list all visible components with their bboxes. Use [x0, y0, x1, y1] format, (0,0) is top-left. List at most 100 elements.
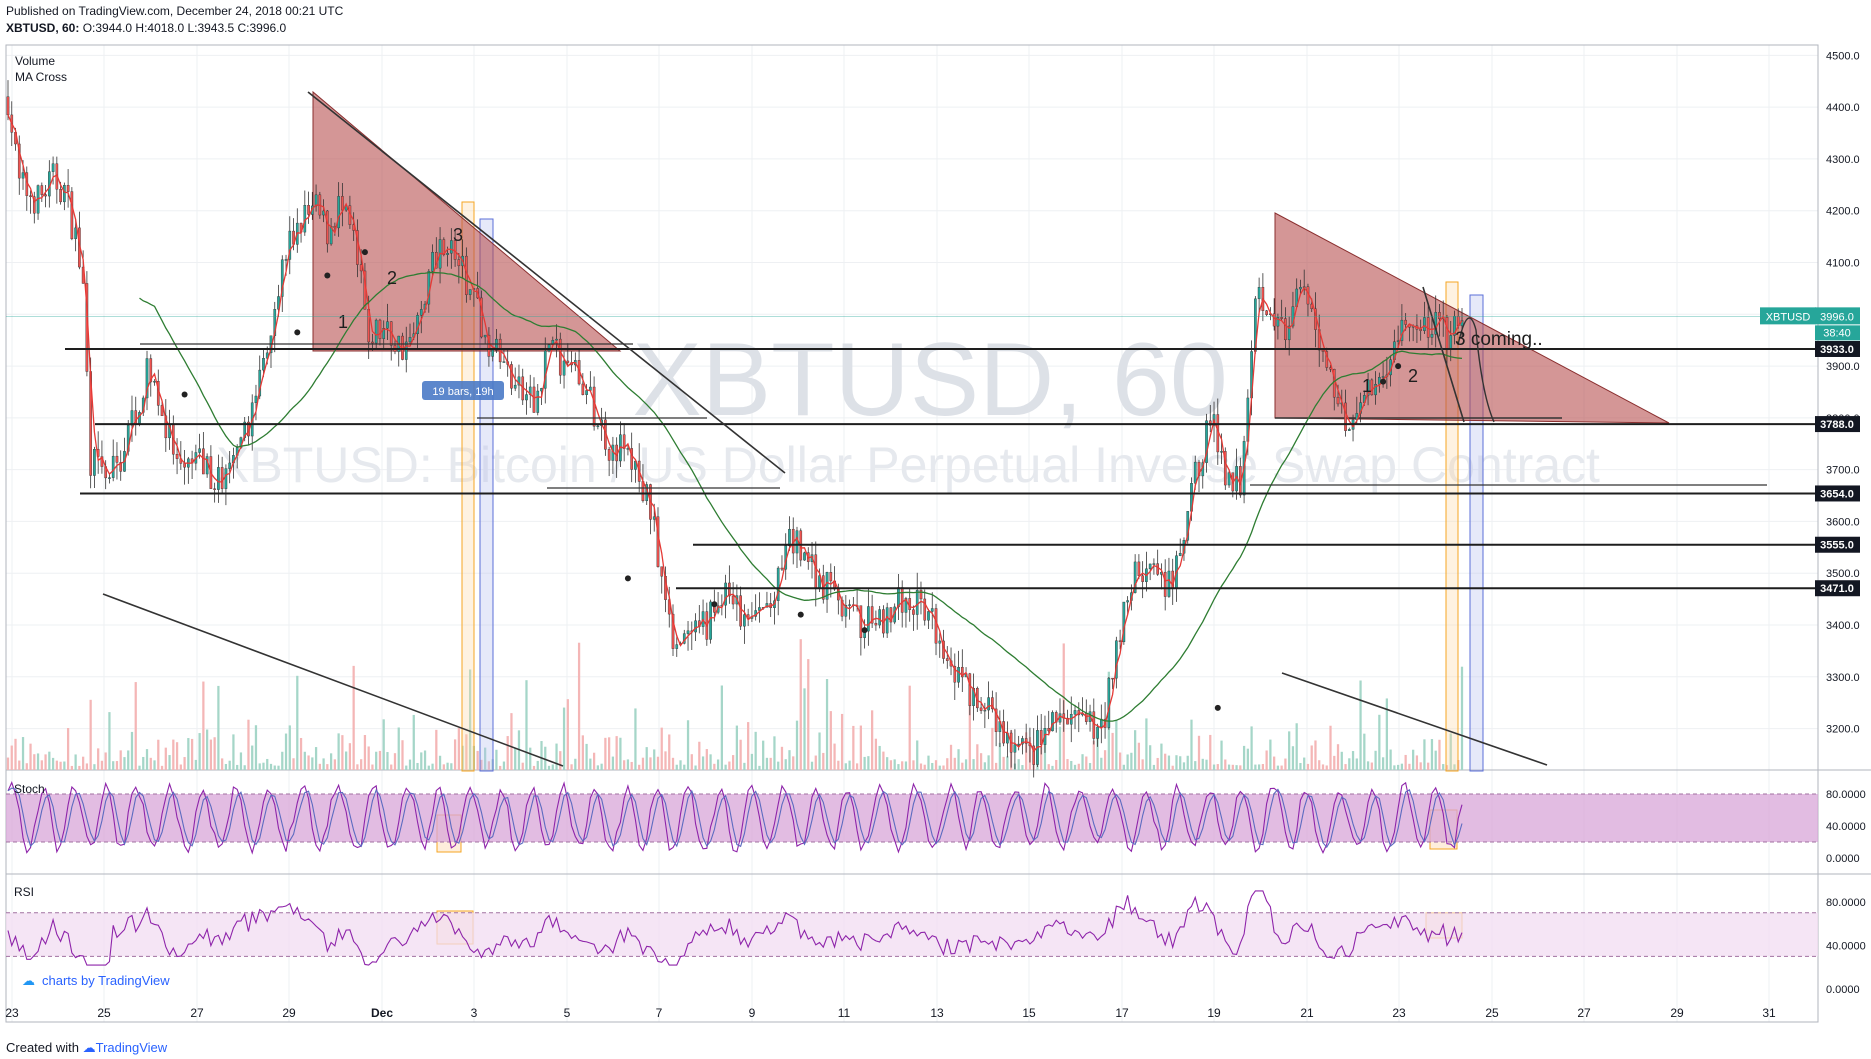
candle-body — [468, 289, 472, 295]
volume-bar — [1385, 698, 1388, 770]
tv-badge[interactable]: ☁ charts by TradingView — [22, 973, 170, 989]
candle-body — [1284, 318, 1287, 341]
volume-bar — [284, 733, 288, 770]
volume-bar — [378, 750, 382, 770]
volume-bar — [623, 760, 626, 770]
volume-bar — [1175, 755, 1178, 770]
volume-bar — [630, 761, 633, 770]
candle-body — [728, 582, 731, 597]
volume-bar — [931, 762, 934, 770]
candle-body — [483, 334, 487, 338]
volume-bar — [1359, 680, 1362, 770]
time-tick: 5 — [564, 1006, 571, 1020]
volume-bar — [1070, 760, 1073, 770]
volume-bar — [1156, 757, 1159, 770]
volume-bar — [1006, 756, 1009, 770]
candle-body — [130, 410, 134, 426]
volume-bar — [544, 746, 547, 770]
volume-bar — [604, 737, 607, 770]
volume-bar — [1374, 750, 1377, 770]
volume-bar — [499, 765, 502, 770]
candle-body — [885, 607, 889, 634]
volume-bar — [296, 675, 299, 770]
candle-body — [934, 608, 938, 644]
candle-body — [66, 185, 70, 192]
volume-bar — [762, 740, 765, 770]
ma-cross-dot — [711, 601, 718, 608]
volume-bar — [423, 750, 427, 770]
volume-bar — [998, 742, 1002, 770]
candle-body — [795, 530, 799, 554]
volume-bar — [713, 763, 716, 770]
candle-body — [1084, 713, 1088, 722]
candle-body — [1167, 570, 1171, 597]
candle-body — [254, 395, 258, 404]
price-tick: 3500.0 — [1826, 568, 1860, 580]
candle-body — [1156, 563, 1160, 575]
volume-bar — [840, 713, 844, 770]
volume-bar — [1314, 740, 1317, 770]
volume-bar — [1318, 760, 1321, 770]
volume-bar — [1257, 764, 1261, 770]
volume-bar — [889, 760, 893, 770]
volume-bar — [754, 731, 757, 770]
tradingview-logo-icon[interactable]: ☁ — [82, 1040, 96, 1055]
volume-bar — [1423, 739, 1426, 770]
indicator-ma-label: MA Cross — [15, 70, 67, 84]
footer: Created with ☁TradingView — [6, 1040, 167, 1056]
volume-bar — [1449, 733, 1452, 770]
volume-bar — [1164, 753, 1167, 770]
level-tag-text: 3471.0 — [1820, 583, 1854, 595]
volume-bar — [686, 720, 690, 770]
volume-bar — [555, 743, 558, 770]
volume-bar — [769, 757, 772, 770]
candle-body — [1163, 571, 1167, 597]
candle-body — [280, 259, 284, 297]
volume-bar — [1122, 764, 1125, 770]
level-tag-text: 3788.0 — [1820, 419, 1854, 431]
ma-cross-dot — [624, 575, 631, 582]
volume-bar — [859, 725, 862, 770]
candle-body — [788, 528, 791, 546]
volume-bar — [138, 765, 141, 770]
volume-bar — [100, 760, 104, 770]
volume-bar — [1212, 764, 1216, 770]
volume-bar — [1397, 764, 1400, 770]
trendline — [102, 593, 564, 767]
candle-body — [1321, 349, 1325, 352]
volume-bar — [427, 765, 430, 770]
candle-body — [1051, 712, 1054, 732]
price-tag — [1815, 307, 1860, 325]
volume-bar — [848, 760, 851, 770]
candle-body — [510, 364, 513, 389]
candle-body — [1096, 726, 1099, 739]
candle-body — [566, 360, 570, 363]
volume-bar — [1276, 765, 1280, 770]
volume-bar — [25, 763, 28, 770]
volume-bar — [799, 639, 802, 770]
candle-body — [1423, 317, 1426, 331]
volume-bar — [70, 765, 73, 770]
candle-body — [446, 252, 449, 255]
volume-bar — [1160, 743, 1163, 770]
volume-bar — [10, 745, 13, 770]
volume-bar — [36, 753, 40, 770]
volume-bar — [780, 746, 784, 770]
volume-bar — [266, 758, 269, 770]
candle-body — [217, 467, 220, 490]
volume-bar — [837, 760, 840, 770]
volume-bar — [679, 760, 682, 770]
symbol-tag-text: XBTUSD — [1766, 311, 1811, 323]
volume-bar — [1261, 764, 1265, 770]
candle-body — [765, 603, 769, 608]
time-tick: 27 — [190, 1006, 204, 1020]
volume-bar — [82, 756, 85, 770]
candle-body — [153, 381, 156, 383]
candle-body — [202, 448, 205, 475]
candle-body — [912, 609, 915, 615]
footer-brand[interactable]: TradingView — [95, 1040, 168, 1055]
volume-bar — [927, 755, 930, 770]
candle-body — [337, 196, 340, 229]
stoch-title: Stoch — [14, 782, 45, 796]
